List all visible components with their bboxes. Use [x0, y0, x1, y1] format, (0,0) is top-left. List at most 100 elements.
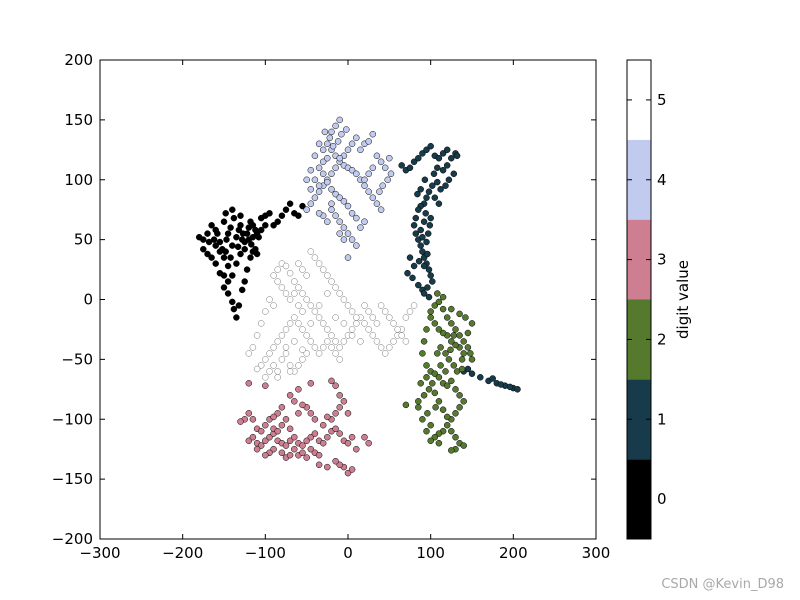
data-point-digit-2 — [443, 413, 451, 421]
data-point-digit-5 — [299, 290, 306, 297]
data-point-digit-4 — [315, 182, 323, 189]
data-point-digit-5 — [266, 296, 273, 303]
data-point-digit-0 — [223, 236, 230, 243]
data-point-digit-0 — [224, 278, 232, 285]
data-point-digit-2 — [452, 341, 459, 349]
data-point-digit-5 — [295, 260, 302, 267]
data-point-digit-1 — [434, 178, 441, 186]
data-point-digit-4 — [311, 194, 319, 201]
data-point-digit-3 — [307, 433, 315, 441]
data-point-digit-3 — [299, 401, 306, 409]
x-tick-label: −100 — [245, 544, 286, 562]
data-point-digit-5 — [390, 320, 397, 327]
data-point-digit-2 — [435, 326, 443, 333]
data-point-digit-1 — [443, 162, 451, 169]
data-point-digit-5 — [274, 266, 281, 273]
data-point-digit-3 — [324, 433, 331, 441]
colorbar-tick-label: 3 — [657, 251, 667, 269]
data-point-digit-1 — [506, 383, 514, 391]
data-point-digit-4 — [307, 186, 315, 193]
data-point-digit-3 — [262, 451, 269, 459]
data-point-digit-2 — [427, 314, 434, 321]
data-point-digit-2 — [462, 314, 469, 321]
data-point-digit-5 — [270, 272, 277, 279]
data-point-digit-1 — [443, 146, 451, 154]
data-point-digit-5 — [245, 350, 253, 357]
data-point-digit-0 — [274, 218, 281, 225]
data-point-digit-2 — [435, 430, 443, 437]
data-point-digit-5 — [324, 326, 331, 333]
data-point-digit-4 — [336, 230, 343, 237]
data-point-digit-0 — [241, 245, 248, 253]
plot-background — [100, 60, 596, 539]
data-point-digit-0 — [227, 254, 234, 261]
data-point-digit-3 — [328, 377, 335, 385]
data-point-digit-5 — [336, 344, 343, 351]
data-point-digit-3 — [307, 380, 315, 387]
data-point-digit-5 — [286, 270, 294, 277]
y-tick-label: −100 — [52, 410, 93, 428]
colorbar-tick-label: 4 — [657, 171, 667, 189]
data-point-digit-2 — [431, 433, 439, 441]
data-point-digit-1 — [415, 154, 422, 162]
data-point-digit-2 — [415, 404, 422, 411]
data-point-digit-5 — [286, 296, 294, 303]
colorbar-tick-label: 5 — [657, 91, 667, 109]
data-point-digit-2 — [435, 298, 443, 306]
data-point-digit-4 — [357, 146, 364, 154]
data-point-digit-1 — [442, 182, 449, 189]
data-point-digit-2 — [442, 350, 449, 357]
data-point-digit-3 — [332, 410, 339, 417]
data-point-digit-1 — [437, 186, 444, 193]
data-point-digit-4 — [384, 176, 391, 184]
data-point-digit-3 — [237, 418, 244, 425]
data-point-digit-2 — [450, 332, 458, 339]
data-point-digit-0 — [235, 302, 243, 309]
data-point-digit-5 — [266, 350, 273, 357]
data-point-digit-4 — [315, 140, 323, 148]
data-point-digit-2 — [420, 338, 428, 345]
data-point-digit-2 — [443, 421, 451, 429]
data-point-digit-5 — [365, 326, 372, 333]
data-point-digit-5 — [299, 346, 306, 353]
data-point-digit-4 — [361, 218, 368, 225]
data-point-digit-5 — [291, 290, 298, 297]
data-point-digit-4 — [376, 188, 383, 195]
data-point-digit-4 — [319, 170, 327, 178]
data-point-digit-2 — [467, 350, 474, 357]
data-point-digit-3 — [332, 457, 339, 465]
data-point-digit-0 — [295, 212, 302, 219]
data-point-digit-5 — [311, 344, 319, 351]
data-point-digit-2 — [452, 326, 459, 333]
data-point-digit-4 — [332, 212, 339, 219]
data-point-digit-2 — [452, 386, 459, 393]
data-point-digit-5 — [262, 356, 269, 363]
data-point-digit-1 — [409, 274, 416, 282]
data-point-digit-2 — [425, 386, 433, 393]
data-point-digit-3 — [315, 461, 323, 469]
data-point-digit-1 — [426, 222, 434, 229]
x-tick-label: 0 — [343, 544, 353, 562]
data-point-digit-1 — [417, 242, 424, 249]
data-point-digit-0 — [216, 238, 224, 246]
data-point-digit-2 — [420, 392, 428, 399]
data-point-digit-2 — [439, 406, 447, 413]
y-tick-label: −50 — [61, 350, 93, 368]
colorbar-frame — [626, 59, 652, 540]
data-point-digit-3 — [282, 416, 290, 423]
data-point-digit-3 — [336, 461, 343, 469]
data-point-digit-5 — [282, 262, 290, 270]
data-point-digit-2 — [427, 421, 434, 429]
data-point-digit-5 — [278, 332, 286, 339]
data-point-digit-1 — [410, 222, 418, 229]
data-point-digit-4 — [307, 200, 315, 207]
data-point-digit-1 — [398, 162, 405, 169]
colorbar-tick-label: 0 — [657, 490, 667, 508]
data-point-digit-2 — [435, 398, 443, 405]
data-point-digit-1 — [415, 206, 422, 213]
data-point-digit-5 — [328, 344, 335, 351]
data-point-digit-2 — [439, 305, 447, 313]
data-point-digit-0 — [205, 238, 213, 246]
data-point-digit-5 — [320, 266, 327, 273]
